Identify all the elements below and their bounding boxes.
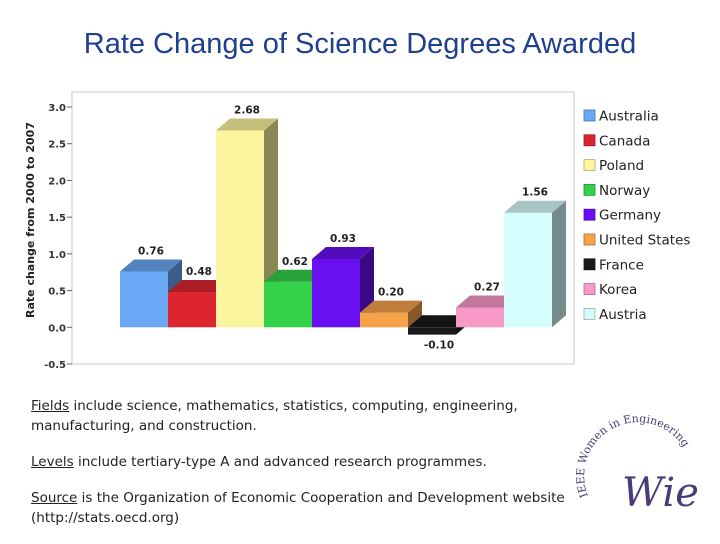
bar-front bbox=[408, 327, 456, 335]
bar-front bbox=[120, 271, 168, 328]
data-label: 0.62 bbox=[282, 256, 308, 268]
bar-top bbox=[312, 246, 374, 259]
bar-front bbox=[456, 307, 504, 328]
legend-label: France bbox=[599, 257, 644, 273]
bar-united-states: 0.20 bbox=[360, 287, 422, 328]
y-tick-label: 2.5 bbox=[48, 140, 66, 151]
data-label: 0.48 bbox=[186, 266, 212, 278]
bar-top bbox=[408, 315, 470, 328]
y-tick-label: 0.5 bbox=[48, 287, 66, 298]
y-axis: 3.0 2.5 2.0 1.5 1.0 0.5 0.0 -0.5 bbox=[44, 103, 72, 371]
note-levels: Levels include tertiary-type A and advan… bbox=[31, 452, 571, 472]
ieee-wie-logo: IEEE Women in Engineering Wie bbox=[574, 412, 699, 516]
legend-label: Germany bbox=[599, 208, 661, 224]
bar-side bbox=[408, 300, 422, 328]
legend-label: Korea bbox=[599, 282, 637, 298]
bar-top bbox=[456, 295, 518, 308]
legend-item-france: France bbox=[583, 257, 644, 273]
data-label: 0.93 bbox=[330, 233, 356, 245]
legend-label: United States bbox=[599, 233, 690, 249]
legend-swatch bbox=[583, 233, 596, 246]
legend-swatch bbox=[583, 283, 596, 296]
bar-top bbox=[168, 280, 230, 293]
bar-top bbox=[264, 269, 326, 282]
page-title: Rate Change of Science Degrees Awarded bbox=[83, 28, 637, 60]
data-label: 1.56 bbox=[522, 187, 548, 199]
bars-group: 0.76 0.48 2.68 0.62 0.93 0.20 -0.10 0.27 1.56 bbox=[120, 104, 566, 352]
legend-label: Austria bbox=[599, 307, 647, 323]
y-axis-label: Rate change from 2000 to 2007 bbox=[24, 122, 37, 318]
bar-front bbox=[312, 258, 360, 328]
y-tick-label: 1.5 bbox=[48, 213, 66, 224]
legend-label: Poland bbox=[599, 158, 644, 174]
legend-item-australia: Australia bbox=[583, 109, 659, 125]
bar-front bbox=[168, 292, 216, 328]
bar-top bbox=[360, 300, 422, 313]
data-label: 0.20 bbox=[378, 287, 404, 299]
note-text: include science, mathematics, statistics… bbox=[31, 398, 518, 434]
legend-swatch bbox=[583, 307, 596, 320]
legend-swatch bbox=[583, 109, 596, 122]
bar-side bbox=[552, 200, 566, 328]
note-text: include tertiary-type A and advanced res… bbox=[73, 454, 487, 470]
data-label: -0.10 bbox=[424, 340, 454, 352]
bar-austria: 1.56 bbox=[504, 187, 566, 328]
legend-item-poland: Poland bbox=[583, 158, 644, 174]
bar-poland: 2.68 bbox=[216, 104, 278, 328]
footnotes: Fields include science, mathematics, sta… bbox=[31, 396, 571, 544]
legend-swatch bbox=[583, 208, 596, 221]
note-text: is the Organization of Economic Cooperat… bbox=[31, 490, 565, 526]
bar-front bbox=[216, 130, 264, 328]
note-key: Source bbox=[31, 490, 78, 506]
legend: Australia Canada Poland Norway Germany United… bbox=[583, 109, 690, 323]
bar-front bbox=[264, 281, 312, 328]
legend-swatch bbox=[583, 258, 596, 271]
legend-item-austria: Austria bbox=[583, 307, 647, 323]
legend-swatch bbox=[583, 159, 596, 172]
note-source: Source is the Organization of Economic C… bbox=[31, 488, 571, 528]
y-tick-label: 1.0 bbox=[48, 250, 66, 261]
data-label: 2.68 bbox=[234, 104, 260, 116]
bar-front bbox=[504, 212, 552, 328]
note-fields: Fields include science, mathematics, sta… bbox=[31, 396, 571, 436]
legend-label: Norway bbox=[599, 183, 650, 199]
y-tick-label: 2.0 bbox=[48, 176, 66, 187]
legend-item-korea: Korea bbox=[583, 282, 637, 298]
legend-item-norway: Norway bbox=[583, 183, 650, 199]
legend-label: Australia bbox=[599, 109, 659, 125]
bar-chart: Rate change from 2000 to 2007 3.0 2.5 2.0 1… bbox=[24, 91, 690, 371]
note-key: Levels bbox=[31, 454, 74, 470]
note-key: Fields bbox=[31, 398, 70, 414]
legend-item-germany: Germany bbox=[583, 208, 661, 224]
bar-top bbox=[216, 118, 278, 131]
y-tick-label: -0.5 bbox=[44, 360, 66, 371]
logo-mark: Wie bbox=[622, 470, 699, 516]
data-label: 0.27 bbox=[474, 281, 500, 293]
y-tick-label: 3.0 bbox=[48, 103, 66, 114]
legend-label: Canada bbox=[599, 133, 650, 149]
legend-swatch bbox=[583, 183, 596, 196]
bar-top bbox=[120, 259, 182, 272]
legend-item-canada: Canada bbox=[583, 133, 650, 149]
bar-top bbox=[504, 200, 566, 213]
legend-item-united-states: United States bbox=[583, 233, 690, 249]
bar-front bbox=[360, 312, 408, 328]
data-label: 0.76 bbox=[138, 245, 164, 257]
legend-swatch bbox=[583, 134, 596, 147]
y-tick-label: 0.0 bbox=[48, 323, 66, 334]
